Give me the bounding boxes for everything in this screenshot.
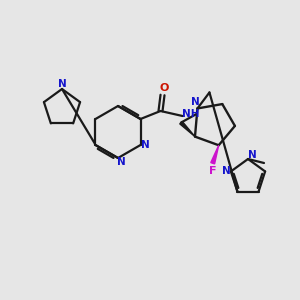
Text: N: N — [191, 98, 200, 107]
Text: N: N — [221, 167, 230, 176]
Text: O: O — [160, 83, 169, 93]
Text: N: N — [141, 140, 150, 150]
Polygon shape — [211, 145, 219, 164]
Text: N: N — [58, 79, 66, 89]
Text: F: F — [209, 166, 216, 176]
Text: N: N — [248, 150, 256, 160]
Text: N: N — [117, 157, 125, 167]
Text: NH: NH — [182, 109, 199, 119]
Polygon shape — [180, 122, 195, 136]
